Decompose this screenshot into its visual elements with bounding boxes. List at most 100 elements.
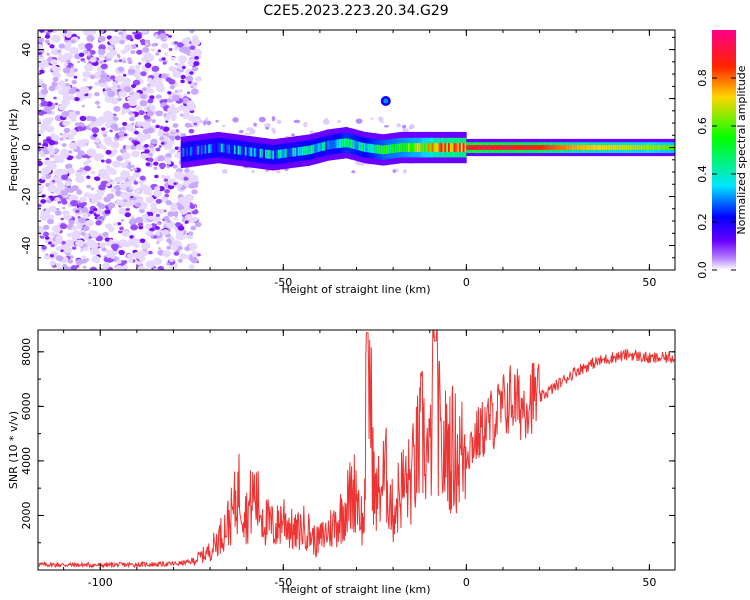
noise-speckle	[182, 49, 189, 54]
band-core	[292, 147, 295, 157]
noise-speckle	[138, 180, 144, 185]
band-core	[268, 150, 271, 159]
noise-speckle	[127, 161, 132, 165]
band-core	[490, 145, 493, 150]
noise-speckle	[155, 213, 160, 217]
noise-speckle	[105, 158, 112, 164]
noise-speckle	[100, 171, 110, 180]
noise-speckle	[57, 266, 64, 270]
band-core	[470, 145, 473, 150]
noise-speckle	[97, 48, 106, 55]
noise-speckle	[78, 52, 85, 57]
noise-speckle	[290, 133, 296, 137]
noise-speckle	[82, 212, 89, 218]
noise-speckle	[50, 59, 58, 66]
noise-speckle	[138, 225, 144, 230]
noise-speckle	[79, 115, 87, 122]
noise-speckle	[355, 118, 363, 124]
noise-speckle	[61, 110, 70, 117]
band-core	[243, 146, 246, 156]
noise-speckle	[171, 135, 175, 139]
noise-speckle	[153, 235, 158, 239]
noise-speckle	[171, 114, 178, 120]
noise-speckle	[38, 160, 43, 167]
noise-speckle	[39, 69, 45, 74]
noise-speckle	[78, 179, 84, 184]
band-core	[396, 143, 399, 153]
band-core	[202, 145, 205, 154]
noise-speckle	[87, 193, 94, 199]
noise-speckle	[104, 237, 110, 242]
noise-speckle	[122, 121, 128, 126]
band-core	[561, 145, 564, 150]
noise-speckle	[64, 78, 69, 82]
band-core	[224, 144, 227, 153]
noise-speckle	[150, 207, 159, 214]
noise-speckle	[55, 230, 60, 234]
noise-speckle	[194, 76, 203, 82]
noise-speckle	[172, 129, 177, 133]
band-core	[468, 145, 471, 150]
noise-speckle	[69, 255, 74, 259]
noise-speckle	[169, 85, 175, 90]
band-core	[329, 140, 332, 150]
noise-speckle	[402, 169, 407, 174]
noise-speckle	[147, 83, 151, 87]
noise-speckle	[107, 90, 116, 98]
band-core	[283, 149, 286, 158]
noise-speckle	[118, 230, 122, 234]
band-core	[325, 141, 328, 150]
noise-speckle	[139, 39, 144, 43]
noise-speckle	[156, 84, 165, 92]
band-core	[222, 143, 226, 153]
cb-tick-label: 0.2	[696, 213, 709, 231]
band-core	[634, 145, 637, 150]
band-core	[653, 145, 656, 150]
band-core	[632, 145, 636, 150]
noise-speckle	[206, 120, 212, 126]
band-core	[665, 145, 668, 150]
noise-speckle	[150, 48, 155, 52]
band-core	[515, 145, 518, 150]
noise-speckle	[161, 42, 169, 49]
noise-speckle	[176, 183, 183, 188]
noise-speckle	[81, 104, 85, 108]
band-core	[343, 138, 346, 148]
noise-speckle	[157, 49, 161, 53]
noise-speckle	[164, 116, 169, 120]
noise-speckle	[56, 181, 64, 187]
noise-speckle	[114, 265, 125, 270]
noise-speckle	[60, 189, 69, 196]
noise-speckle	[102, 133, 107, 137]
band-core	[228, 144, 231, 154]
noise-speckle	[43, 86, 47, 90]
band-core	[241, 146, 244, 156]
noise-speckle	[112, 160, 122, 168]
noise-speckle	[69, 47, 78, 54]
noise-speckle	[79, 248, 84, 252]
noise-speckle	[166, 161, 172, 165]
band-core	[455, 143, 458, 152]
noise-speckle	[173, 41, 179, 45]
noise-speckle	[65, 33, 72, 38]
band-core	[524, 145, 528, 150]
noise-speckle	[135, 144, 144, 151]
y-tick-label: -40	[20, 237, 33, 255]
noise-speckle	[271, 116, 276, 122]
noise-speckle	[162, 61, 167, 65]
band-core	[473, 145, 476, 150]
band-core	[323, 141, 326, 151]
noise-speckle	[63, 30, 67, 34]
band-core	[610, 145, 614, 150]
noise-speckle	[156, 241, 160, 244]
noise-speckle	[110, 123, 119, 130]
noise-speckle	[149, 144, 155, 149]
band-core	[266, 149, 269, 159]
noise-speckle	[92, 133, 98, 138]
noise-speckle	[54, 102, 59, 106]
y-tick-label: -20	[20, 188, 33, 206]
band-core	[385, 145, 388, 154]
band-core	[631, 145, 634, 150]
band-core	[574, 145, 577, 150]
band-core	[373, 144, 376, 154]
